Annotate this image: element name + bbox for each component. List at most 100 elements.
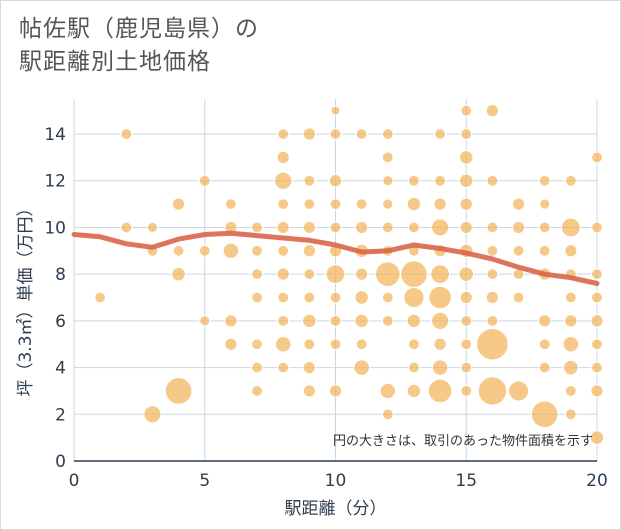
data-point: [590, 384, 604, 398]
data-point: [538, 361, 551, 374]
data-point: [276, 267, 290, 281]
data-point: [198, 174, 211, 187]
y-axis-label: 坪（3.3㎡）単価（万円）: [16, 199, 36, 396]
trend-line: [71, 230, 600, 286]
data-point: [164, 377, 193, 405]
data-point: [431, 311, 450, 330]
data-point: [355, 267, 369, 281]
data-point: [303, 174, 316, 187]
data-point: [354, 313, 369, 329]
data-point: [328, 174, 343, 188]
data-point: [355, 198, 368, 210]
x-tick-label: 15: [455, 471, 477, 491]
data-point: [222, 242, 240, 260]
data-point: [427, 378, 453, 404]
data-point: [560, 217, 581, 238]
x-tick-label: 10: [325, 471, 347, 491]
data-point: [302, 220, 316, 235]
data-point: [374, 261, 401, 287]
data-point: [431, 218, 450, 237]
data-point: [433, 197, 447, 211]
data-point: [277, 361, 290, 374]
data-point: [486, 174, 499, 187]
data-point: [277, 291, 290, 304]
data-point: [274, 171, 293, 190]
data-point: [538, 338, 551, 351]
data-point: [251, 338, 263, 351]
data-point: [591, 361, 603, 374]
data-point: [302, 384, 316, 398]
data-point: [591, 338, 603, 351]
data-point: [120, 221, 133, 234]
trend-layer: [71, 230, 600, 286]
data-point: [329, 338, 342, 351]
data-point: [276, 220, 290, 235]
data-point: [512, 244, 525, 257]
data-point: [564, 174, 577, 187]
data-point: [382, 175, 394, 187]
data-point: [434, 174, 447, 187]
data-point: [329, 314, 342, 327]
data-point: [433, 337, 447, 351]
data-point: [224, 314, 238, 328]
tick-labels: 0 2 4 6 8 10 12 14 0 5 10 15 20: [44, 125, 607, 491]
data-point: [564, 291, 577, 304]
size-annotation: 円の大きさは、取引のあった物件面積を示す: [333, 434, 593, 449]
data-point: [381, 291, 394, 304]
data-point: [329, 291, 342, 304]
data-point: [511, 197, 526, 211]
data-point: [538, 221, 551, 234]
data-point: [328, 384, 343, 398]
x-tick-label: 20: [586, 471, 608, 491]
data-point: [355, 338, 368, 351]
data-point: [171, 197, 186, 211]
data-point: [486, 314, 499, 327]
bubble-layer: [94, 104, 605, 445]
data-point: [589, 430, 605, 445]
data-point: [539, 198, 551, 210]
data-point: [591, 268, 603, 281]
data-point: [408, 221, 420, 234]
title-line-1: 帖佐駅（鹿児島県）の: [19, 16, 259, 42]
data-point: [408, 338, 420, 351]
data-point: [406, 313, 422, 329]
data-point: [381, 151, 394, 164]
data-point: [538, 244, 551, 257]
data-point: [485, 290, 500, 305]
data-point: [431, 359, 449, 376]
data-point: [225, 198, 237, 210]
data-point: [508, 380, 530, 402]
data-point: [511, 220, 526, 235]
data-point: [403, 286, 425, 309]
data-point: [143, 405, 162, 424]
data-point: [460, 314, 473, 327]
data-point: [460, 385, 473, 397]
data-point: [381, 221, 394, 234]
data-point: [277, 128, 290, 140]
data-point: [591, 151, 603, 164]
data-point: [325, 264, 346, 285]
data-point: [353, 359, 370, 376]
data-point: [458, 266, 475, 282]
y-tick-label: 12: [44, 172, 66, 192]
data-point: [277, 244, 290, 257]
data-point: [476, 327, 509, 361]
data-point: [355, 128, 368, 140]
data-point: [303, 268, 316, 281]
data-point: [530, 400, 559, 429]
data-point: [381, 408, 394, 421]
data-point: [251, 385, 263, 397]
data-point: [199, 315, 211, 327]
data-point: [564, 244, 578, 258]
data-point: [459, 197, 473, 211]
data-point: [302, 127, 316, 141]
data-point: [302, 360, 316, 375]
data-point: [562, 335, 580, 353]
data-point: [355, 220, 369, 235]
y-tick-label: 10: [44, 218, 66, 238]
chart-title: 帖佐駅（鹿児島県）の 駅距離別土地価格: [19, 13, 259, 79]
data-point: [564, 385, 577, 397]
data-point: [590, 314, 604, 328]
